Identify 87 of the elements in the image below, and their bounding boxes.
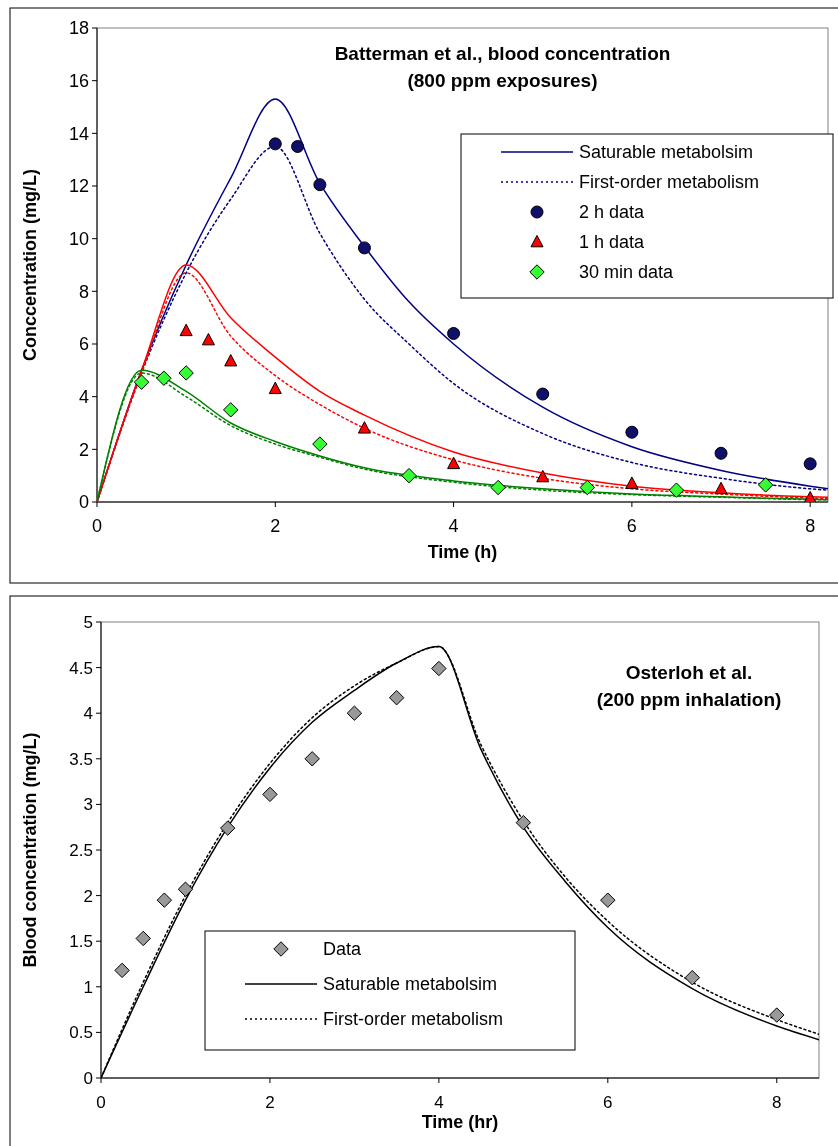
y-tick-label: 0 — [83, 1068, 93, 1088]
point — [262, 786, 278, 803]
x-tick-label: 8 — [772, 1093, 782, 1112]
y-tick-label: 8 — [78, 281, 89, 302]
legend-label: First-order metabolism — [579, 172, 760, 193]
point — [304, 751, 320, 767]
point — [684, 969, 700, 986]
y-tick-label: 4.5 — [69, 658, 93, 678]
point — [668, 482, 685, 498]
point — [625, 425, 639, 439]
point — [536, 387, 550, 401]
point — [346, 705, 363, 721]
x-tick-label: 6 — [626, 516, 637, 536]
y-tick-label: 18 — [68, 18, 89, 39]
point — [401, 467, 417, 484]
text: Batterman et al., blood concentration (800 ppm exposures) — [334, 43, 671, 91]
point — [224, 354, 238, 367]
point — [177, 881, 194, 897]
legend-label: 1 h data — [579, 232, 646, 253]
y-tick-label: 10 — [68, 228, 89, 249]
point — [357, 241, 371, 255]
y-tick-label: 3.5 — [69, 749, 93, 769]
y-tick-label: 1 — [83, 977, 93, 997]
y-tick-label: 14 — [68, 123, 89, 144]
point — [769, 1007, 785, 1023]
y-tick-label: 2 — [78, 439, 89, 460]
y-tick-label: 0 — [78, 492, 89, 513]
x-tick-label: 6 — [603, 1093, 613, 1112]
point — [490, 479, 506, 496]
legend-label: Saturable metabolsim — [323, 974, 498, 995]
point — [179, 323, 193, 337]
point — [388, 690, 405, 706]
point — [133, 374, 150, 390]
point — [268, 381, 282, 395]
point — [447, 326, 461, 340]
point — [291, 140, 305, 153]
y-axis-title: Conccentration (mg/L) — [20, 169, 40, 361]
x-axis-title: Time (h) — [427, 542, 498, 562]
point — [431, 660, 447, 677]
x-tick-label: 2 — [265, 1093, 275, 1112]
point — [220, 820, 236, 836]
x-axis-title: Time (hr) — [421, 1112, 499, 1132]
x-tick-label: 0 — [96, 1093, 106, 1112]
y-tick-label: 0.5 — [69, 1023, 93, 1043]
point — [156, 370, 172, 386]
point — [536, 469, 550, 483]
point — [714, 446, 728, 460]
point — [268, 137, 282, 151]
point — [313, 178, 327, 192]
y-tick-label: 5 — [83, 612, 93, 632]
point — [600, 892, 616, 908]
point — [201, 332, 215, 346]
point — [579, 479, 595, 496]
point — [312, 436, 328, 452]
point — [803, 490, 817, 502]
point — [803, 457, 817, 471]
x-tick-label: 8 — [805, 516, 816, 536]
legend-label: Saturable metabolsim — [579, 142, 754, 163]
legend-label: 30 min data — [579, 262, 675, 283]
point — [714, 481, 728, 495]
text: Osterloh et al. (200 ppm inhalation) — [596, 662, 782, 710]
legend-label: First-order metabolism — [323, 1009, 504, 1030]
y-tick-label: 1.5 — [69, 932, 93, 952]
y-axis-title: Blood concentration (mg/L) — [20, 732, 40, 968]
point — [114, 962, 130, 979]
point — [625, 476, 639, 489]
point — [156, 892, 173, 908]
x-tick-label: 4 — [434, 1093, 444, 1112]
point — [135, 930, 151, 947]
y-tick-label: 12 — [68, 176, 89, 197]
y-tick-label: 4 — [78, 386, 89, 407]
point — [178, 365, 194, 381]
x-tick-label: 2 — [270, 516, 281, 536]
legend-label: Data — [323, 939, 363, 960]
y-tick-label: 2 — [83, 886, 93, 906]
x-tick-label: 4 — [448, 516, 459, 536]
point — [447, 456, 461, 470]
y-tick-label: 4 — [83, 704, 93, 724]
y-tick-label: 6 — [78, 334, 89, 355]
point — [515, 814, 532, 831]
y-tick-label: 3 — [83, 795, 93, 815]
legend-label: 2 h data — [579, 202, 646, 223]
point — [757, 477, 774, 493]
point — [223, 402, 239, 418]
y-tick-label: 16 — [68, 70, 89, 91]
y-tick-label: 2.5 — [69, 840, 93, 860]
point — [357, 421, 371, 434]
